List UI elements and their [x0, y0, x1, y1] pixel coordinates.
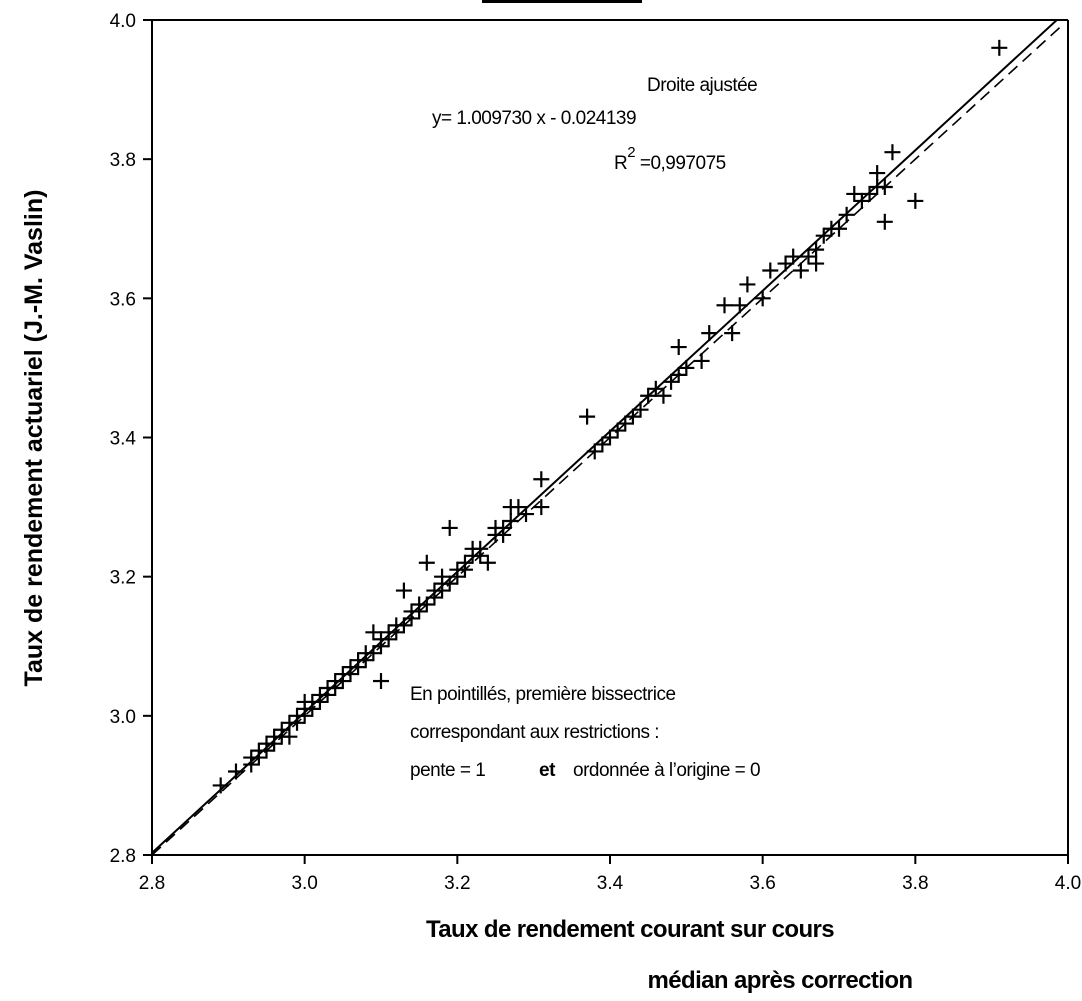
data-point — [877, 214, 893, 230]
data-point — [510, 499, 526, 515]
y-tick-label: 3.4 — [110, 429, 137, 450]
data-point — [373, 673, 389, 689]
x-tick-labels: 2.8 3.0 3.2 3.4 3.6 3.8 4.0 — [139, 873, 1081, 894]
data-point — [793, 263, 809, 279]
x-tick-label: 3.4 — [597, 873, 624, 894]
data-point — [442, 520, 458, 536]
note-line-3c: ordonnée à l’origine = 0 — [573, 760, 760, 781]
data-point — [213, 777, 229, 793]
data-point — [739, 276, 755, 292]
note-line-2: correspondant aux restrictions : — [410, 722, 659, 743]
data-point — [533, 499, 549, 515]
note-line-1: En pointillés, première bissectrice — [410, 684, 676, 705]
data-point — [472, 541, 488, 557]
data-point — [655, 388, 671, 404]
r-squared: R2 =0,997075 — [614, 144, 726, 174]
data-point — [732, 297, 748, 313]
data-point — [701, 325, 717, 341]
x-tick-label: 2.8 — [139, 873, 165, 894]
data-point — [991, 40, 1007, 56]
x-tick-label: 3.8 — [902, 873, 928, 894]
y-tick-label: 3.0 — [110, 707, 136, 728]
data-point — [808, 256, 824, 272]
data-point — [778, 256, 794, 272]
data-points — [213, 40, 1008, 794]
data-point — [671, 339, 687, 355]
r-squared-value: =0,997075 — [635, 153, 726, 174]
data-point — [869, 165, 885, 181]
note-line-3a: pente = 1 — [410, 760, 485, 781]
data-point — [785, 249, 801, 265]
y-tick-label: 4.0 — [110, 11, 136, 32]
x-tick-label: 3.0 — [291, 873, 317, 894]
data-point — [533, 471, 549, 487]
x-tick-label: 4.0 — [1055, 873, 1081, 894]
data-point — [274, 722, 290, 738]
y-tick-labels: 2.8 3.0 3.2 3.4 3.6 3.8 4.0 — [110, 11, 137, 867]
data-point — [228, 764, 244, 780]
data-point — [396, 583, 412, 599]
r-squared-sup: 2 — [627, 144, 635, 161]
x-tick-label: 3.2 — [444, 873, 470, 894]
r-squared-label: R — [614, 153, 627, 174]
x-axis-label-line-2: médian après correction — [648, 967, 913, 994]
data-point — [434, 569, 450, 585]
data-point — [884, 144, 900, 160]
data-point — [846, 186, 862, 202]
data-point — [579, 409, 595, 425]
y-axis-label: Taux de rendement actuariel (J.-M. Vasli… — [20, 190, 48, 687]
y-tick-label: 2.8 — [110, 846, 136, 867]
y-tick-label: 3.8 — [110, 150, 136, 171]
data-point — [907, 193, 923, 209]
data-point — [762, 263, 778, 279]
data-point — [694, 353, 710, 369]
fit-title: Droite ajustée — [647, 75, 757, 96]
data-point — [457, 555, 473, 571]
data-point — [419, 555, 435, 571]
x-tick-label: 3.6 — [749, 873, 775, 894]
data-point — [808, 242, 824, 258]
data-point — [625, 409, 641, 425]
data-point — [480, 555, 496, 571]
fit-equation: y= 1.009730 x - 0.024139 — [432, 108, 636, 129]
data-point — [365, 624, 381, 640]
y-tick-label: 3.6 — [110, 289, 136, 310]
x-axis-label-line-1: Taux de rendement courant sur cours — [426, 916, 834, 943]
note-line-3b: et — [539, 760, 556, 781]
data-point — [717, 297, 733, 313]
y-tick-label: 3.2 — [110, 568, 136, 589]
data-point — [724, 325, 740, 341]
